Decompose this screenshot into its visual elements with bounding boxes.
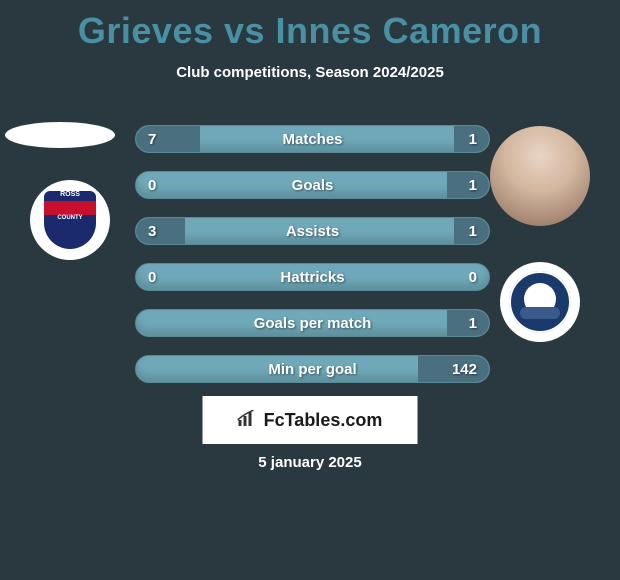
stat-row: 0Goals1	[135, 171, 490, 199]
date-label: 5 january 2025	[0, 454, 620, 471]
page-title: Grieves vs Innes Cameron	[0, 0, 620, 52]
stat-row: 0Hattricks0	[135, 263, 490, 291]
stats-container: 7Matches10Goals13Assists10Hattricks0Goal…	[135, 125, 490, 401]
club-left-badge: ROSS COUNTY	[30, 180, 110, 260]
subtitle: Club competitions, Season 2024/2025	[0, 64, 620, 81]
player-right-avatar	[490, 126, 590, 226]
stat-label: Matches	[136, 126, 489, 152]
stat-row: Goals per match1	[135, 309, 490, 337]
stat-label: Hattricks	[136, 264, 489, 290]
stat-label: Goals per match	[136, 310, 489, 336]
stat-value-right: 142	[452, 356, 477, 382]
stat-value-right: 1	[469, 218, 477, 244]
stat-value-right: 1	[469, 310, 477, 336]
watermark-text: FcTables.com	[264, 410, 383, 431]
stat-value-right: 0	[469, 264, 477, 290]
stat-row: Min per goal142	[135, 355, 490, 383]
stat-label: Min per goal	[136, 356, 489, 382]
crest-icon	[509, 271, 571, 333]
watermark: FcTables.com	[203, 396, 418, 444]
stat-label: Goals	[136, 172, 489, 198]
stat-value-right: 1	[469, 172, 477, 198]
chart-icon	[238, 410, 258, 431]
player-left-avatar	[5, 122, 115, 148]
stat-value-right: 1	[469, 126, 477, 152]
shield-icon: ROSS COUNTY	[44, 191, 96, 249]
club-right-badge	[500, 262, 580, 342]
stat-label: Assists	[136, 218, 489, 244]
stat-row: 7Matches1	[135, 125, 490, 153]
stat-row: 3Assists1	[135, 217, 490, 245]
